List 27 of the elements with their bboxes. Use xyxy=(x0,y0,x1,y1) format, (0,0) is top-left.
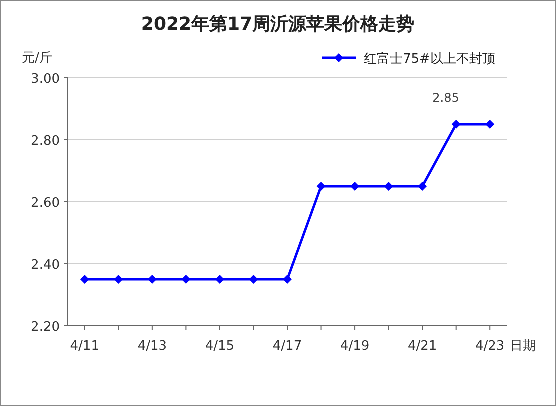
y-tick-label: 2.20 xyxy=(31,320,60,335)
point xyxy=(114,275,124,284)
annotation: 2.85 xyxy=(432,91,460,105)
chart-title: 2022年第17周沂源苹果价格走势 xyxy=(141,14,415,35)
x-tick-label: 4/11 xyxy=(70,339,100,354)
point xyxy=(316,182,326,191)
x-tick-label: 4/23 xyxy=(476,339,505,354)
x-tick-label: 4/15 xyxy=(205,339,235,354)
y-axis-title: 元/斤 xyxy=(22,51,52,66)
x-tick-label: 4/19 xyxy=(340,339,370,354)
point xyxy=(80,275,90,284)
point xyxy=(486,120,495,129)
y-tick-label: 2.60 xyxy=(31,196,60,211)
point xyxy=(283,275,292,284)
legend-label: 红富士75#以上不封顶 xyxy=(364,51,496,67)
point xyxy=(452,120,461,129)
x-tick-label: 4/17 xyxy=(272,339,302,354)
y-tick-label: 3.00 xyxy=(31,72,60,87)
y-tick-label: 2.80 xyxy=(31,134,60,149)
point xyxy=(182,275,191,284)
y-tick-label: 2.40 xyxy=(31,258,60,273)
point xyxy=(418,182,428,191)
x-tick-label: 4/21 xyxy=(408,339,438,354)
point xyxy=(384,182,394,191)
x-axis-title: 日期 xyxy=(510,339,536,354)
x-tick-label: 4/13 xyxy=(138,339,168,354)
point xyxy=(249,275,258,284)
